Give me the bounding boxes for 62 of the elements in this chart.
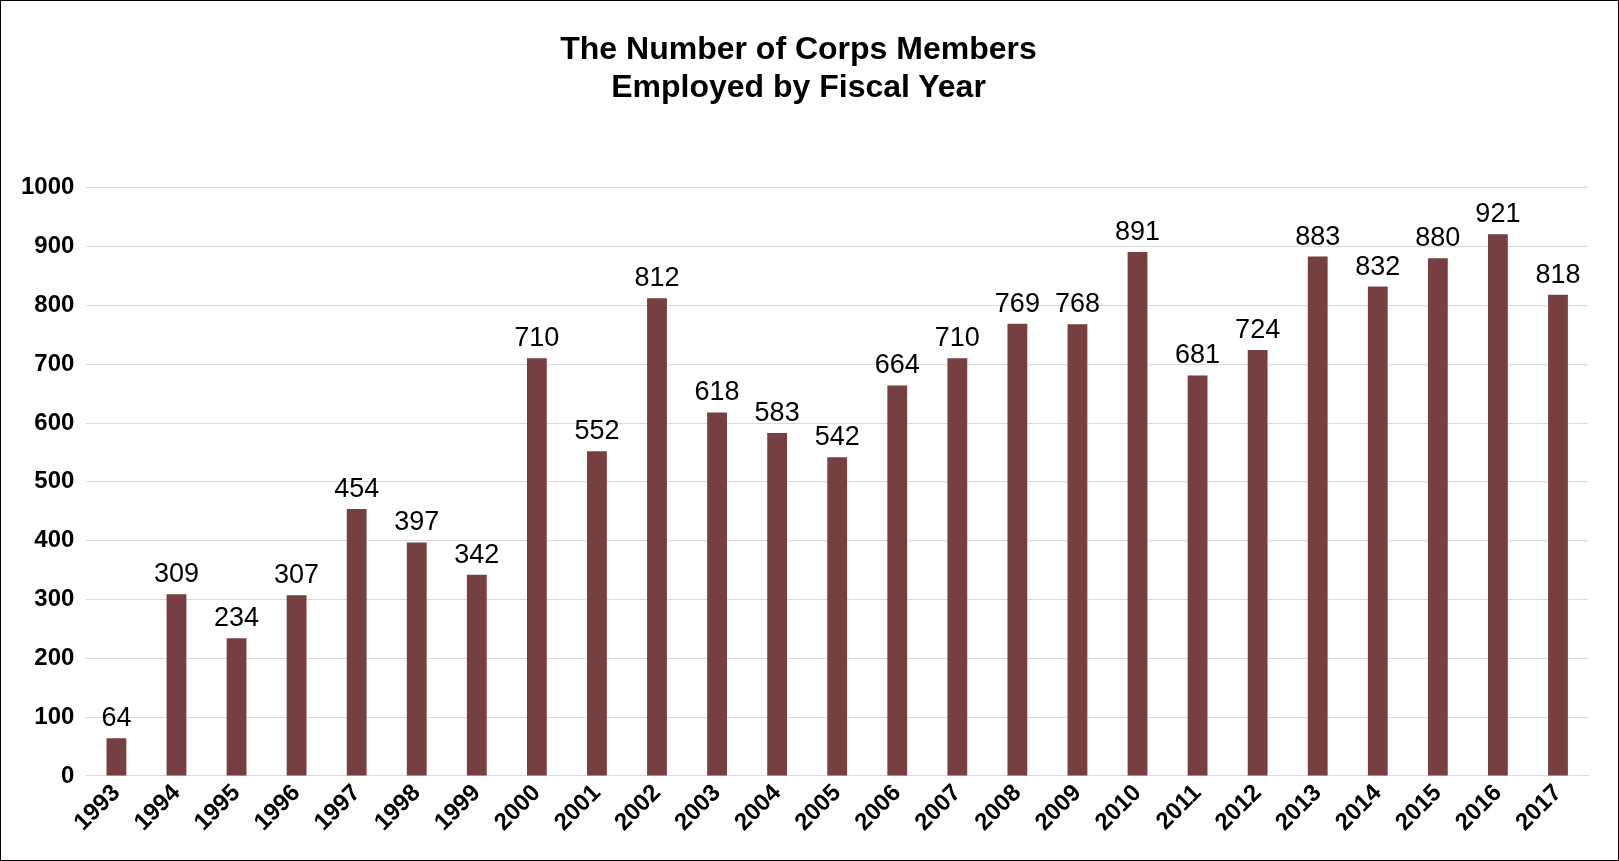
data-label: 234 xyxy=(214,602,260,633)
bar xyxy=(406,542,427,776)
chart-title: The Number of Corps Members Employed by Fiscal Year xyxy=(560,30,1037,105)
bar xyxy=(226,638,247,776)
y-tick-label: 600 xyxy=(34,407,75,435)
y-tick-label: 900 xyxy=(34,231,75,259)
bar xyxy=(106,738,127,776)
y-tick-label: 400 xyxy=(34,525,75,553)
bar xyxy=(1307,256,1328,776)
bar xyxy=(1067,324,1088,776)
data-label: 681 xyxy=(1175,339,1221,370)
bar xyxy=(1548,294,1568,776)
bar xyxy=(1367,286,1388,776)
data-label: 710 xyxy=(934,322,980,353)
data-label: 880 xyxy=(1415,222,1461,253)
bar xyxy=(466,574,487,776)
data-label: 664 xyxy=(874,349,920,380)
data-label: 818 xyxy=(1535,258,1581,289)
data-label: 768 xyxy=(1054,288,1100,319)
y-tick-label: 300 xyxy=(34,584,75,612)
y-tick-label: 500 xyxy=(34,466,75,494)
bar xyxy=(587,451,607,776)
data-label: 921 xyxy=(1475,198,1521,229)
data-label: 309 xyxy=(153,558,200,589)
bar xyxy=(526,358,547,776)
data-label: 542 xyxy=(814,421,860,452)
data-label: 812 xyxy=(634,262,680,293)
y-tick-label: 800 xyxy=(34,290,75,318)
data-label: 618 xyxy=(694,376,740,407)
data-label: 891 xyxy=(1114,215,1161,246)
data-label: 769 xyxy=(994,287,1040,318)
y-tick-label: 200 xyxy=(34,642,75,670)
data-label: 397 xyxy=(394,506,440,537)
bar xyxy=(1127,251,1148,776)
y-tick-label: 1000 xyxy=(21,172,75,200)
bar xyxy=(707,412,727,776)
data-label: 583 xyxy=(754,396,800,427)
bar xyxy=(1187,375,1208,776)
data-label: 454 xyxy=(334,472,380,503)
bar xyxy=(1427,258,1448,776)
data-label: 724 xyxy=(1235,314,1281,345)
bar xyxy=(827,457,848,776)
y-tick-label: 700 xyxy=(34,348,75,376)
bar xyxy=(767,433,788,776)
data-label: 342 xyxy=(454,538,500,569)
bar xyxy=(947,358,968,776)
bar xyxy=(1007,323,1028,776)
bar xyxy=(166,594,187,776)
bar xyxy=(346,508,367,776)
data-label: 832 xyxy=(1355,250,1401,281)
data-label: 552 xyxy=(574,415,620,446)
bar xyxy=(647,298,667,776)
data-label: 710 xyxy=(514,322,560,353)
data-label: 883 xyxy=(1295,220,1341,251)
bar xyxy=(887,385,908,776)
bar xyxy=(286,595,307,776)
data-label: 307 xyxy=(274,559,320,590)
bar xyxy=(1487,234,1508,776)
bar xyxy=(1247,350,1268,776)
y-tick-label: 100 xyxy=(34,701,75,729)
data-label: 64 xyxy=(101,702,132,733)
y-tick-label: 0 xyxy=(61,760,75,788)
